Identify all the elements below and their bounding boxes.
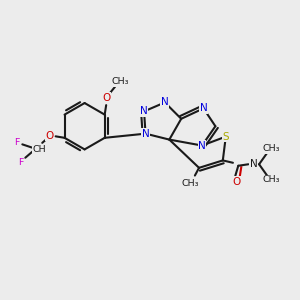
Text: N: N (161, 98, 169, 107)
Text: O: O (102, 93, 110, 103)
Text: CH₃: CH₃ (263, 175, 280, 184)
Text: N: N (198, 140, 206, 151)
Text: F: F (15, 138, 20, 147)
Text: CH₃: CH₃ (263, 144, 280, 153)
Text: CH: CH (32, 145, 46, 154)
Text: N: N (250, 159, 258, 169)
Text: O: O (46, 131, 54, 141)
Text: N: N (140, 106, 148, 116)
Text: N: N (200, 103, 207, 113)
Text: N: N (142, 129, 149, 139)
Text: CH₃: CH₃ (182, 179, 200, 188)
Text: S: S (223, 132, 229, 142)
Text: O: O (232, 177, 240, 187)
Text: F: F (18, 158, 23, 167)
Text: CH₃: CH₃ (112, 77, 129, 86)
